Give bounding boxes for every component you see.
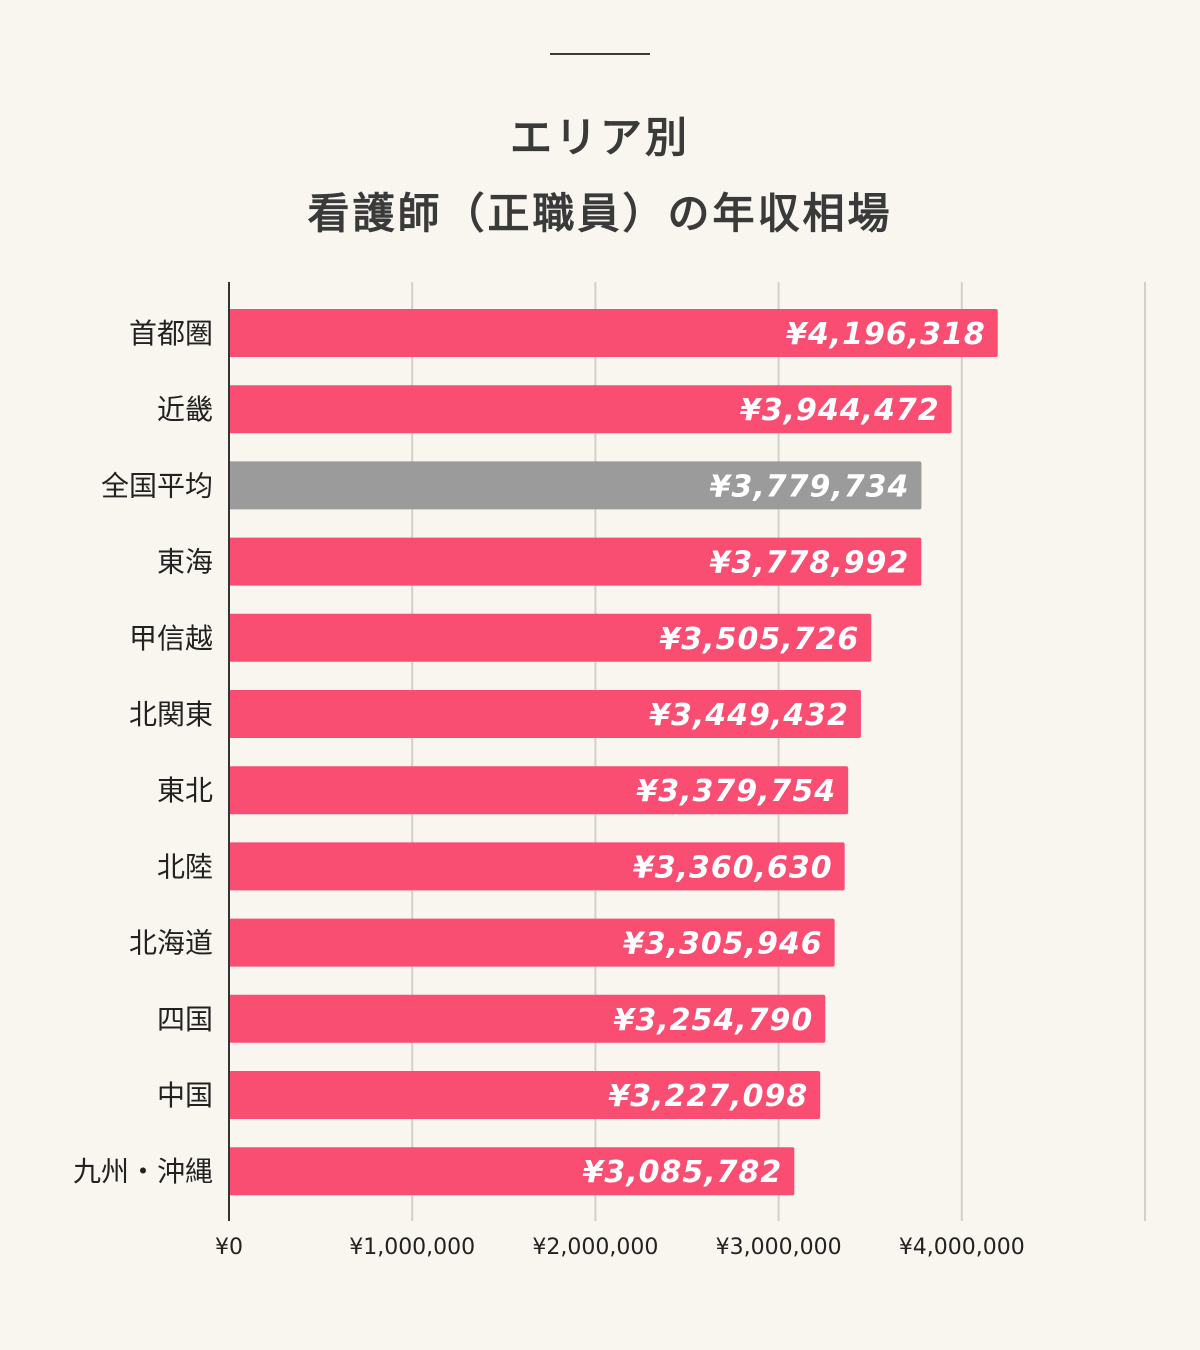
chart-title-line-2: 看護師（正職員）の年収相場 — [307, 189, 893, 238]
bar — [229, 613, 872, 662]
category-label: 北陸 — [157, 850, 213, 883]
value-label: ¥3,227,098 — [608, 1079, 808, 1114]
bar — [229, 766, 849, 815]
x-tick-label: ¥3,000,000 — [716, 1235, 842, 1260]
x-tick-label: ¥2,000,000 — [532, 1235, 658, 1260]
category-label: 甲信越 — [129, 622, 213, 655]
bar — [229, 842, 845, 891]
bar — [229, 461, 922, 510]
bar — [229, 1071, 821, 1119]
category-label: 中国 — [157, 1079, 213, 1112]
category-label: 九州・沖縄 — [73, 1155, 213, 1188]
value-label: ¥3,778,992 — [710, 546, 910, 581]
category-label: 北関東 — [129, 698, 213, 731]
chart-title-line-1: エリア別 — [509, 113, 690, 162]
value-label: ¥3,254,790 — [613, 1003, 813, 1038]
category-label: 北海道 — [129, 927, 213, 960]
value-label: ¥3,449,432 — [649, 698, 849, 733]
title-divider — [550, 53, 650, 55]
bar — [229, 385, 952, 434]
value-label: ¥3,505,726 — [659, 622, 859, 657]
category-label: 全国平均 — [101, 469, 213, 502]
value-label: ¥3,779,734 — [710, 469, 910, 504]
value-label: ¥3,379,754 — [636, 774, 836, 809]
bar — [229, 1147, 795, 1196]
value-label: ¥3,360,630 — [633, 850, 833, 885]
bar — [229, 309, 998, 357]
x-tick-label: ¥4,000,000 — [899, 1235, 1025, 1260]
category-label: 東北 — [157, 774, 213, 807]
bar — [229, 994, 826, 1043]
bar — [229, 537, 922, 586]
x-tick-label: ¥1,000,000 — [349, 1235, 475, 1260]
value-label: ¥3,944,472 — [740, 393, 940, 428]
value-label: ¥3,085,782 — [583, 1155, 783, 1190]
value-label: ¥4,196,318 — [786, 317, 986, 352]
bar — [229, 918, 835, 967]
value-label: ¥3,305,946 — [623, 927, 823, 962]
category-label: 首都圏 — [129, 317, 213, 350]
bar — [229, 690, 861, 738]
category-label: 近畿 — [157, 393, 213, 426]
x-tick-label: ¥0 — [215, 1235, 243, 1260]
category-label: 東海 — [157, 546, 213, 579]
category-label: 四国 — [157, 1003, 213, 1036]
